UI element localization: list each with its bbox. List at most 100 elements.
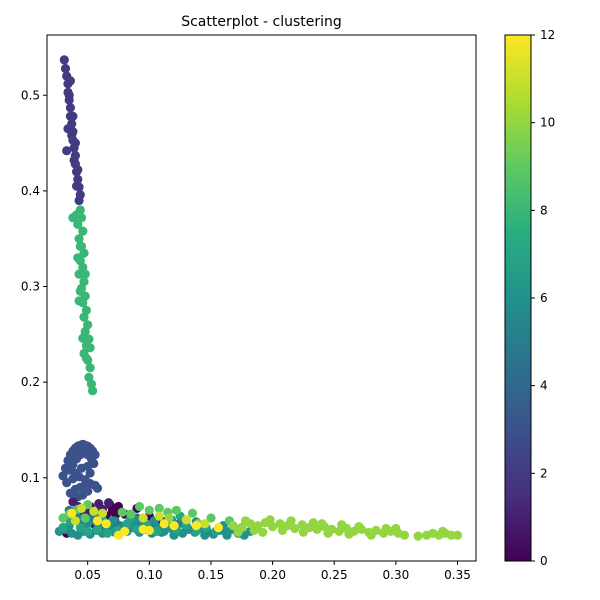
scatter-point [80, 269, 90, 279]
scatter-point [258, 527, 268, 537]
scatter-point [72, 181, 82, 191]
colorbar-tick-label: 10 [540, 116, 555, 130]
scatter-point [75, 286, 85, 296]
scatter-point [67, 508, 77, 518]
scatter-point [85, 343, 95, 353]
scatter-point [60, 63, 71, 74]
scatter-point [413, 531, 423, 541]
x-axis: 0.05 0.10 0.15 0.20 0.25 0.30 0.35 [74, 561, 471, 582]
colorbar-ticks: 0 2 4 6 8 10 12 [531, 28, 555, 568]
chart-title: Scatterplot - clustering [181, 14, 342, 30]
scatter-point [138, 513, 148, 523]
y-tick-label: 0.1 [21, 471, 40, 485]
colorbar-tick-label: 12 [540, 28, 555, 42]
scatter-point [452, 530, 463, 540]
scatter-point [187, 508, 198, 518]
scatter-point [249, 525, 259, 536]
scatter-point [85, 468, 95, 478]
scatter-point [78, 333, 88, 343]
scatter-point [297, 520, 307, 530]
scatter-point [73, 165, 83, 175]
scatter-point [290, 523, 300, 534]
scatter-point [144, 525, 154, 536]
scatter-point [233, 527, 243, 537]
colorbar-tick-label: 0 [540, 554, 548, 568]
scatter-points [54, 55, 463, 541]
scatter-point [200, 530, 210, 540]
colorbar-tick-label: 4 [540, 379, 548, 393]
scatter-point [323, 528, 333, 538]
scatter-point [213, 522, 223, 533]
scatter-point [73, 253, 83, 263]
scatter-point [67, 130, 77, 140]
scatter-point [399, 530, 410, 540]
scatter-point [286, 516, 296, 526]
scatter-point [59, 55, 69, 65]
scatter-point [69, 155, 79, 165]
scatter-point [344, 529, 354, 539]
scatter-point [73, 219, 83, 229]
cluster-12 [67, 508, 223, 540]
scatter-point [337, 520, 347, 530]
y-tick-label: 0.4 [21, 184, 40, 198]
scatter-point [78, 226, 88, 236]
scatter-point [83, 526, 93, 537]
scatter-point [68, 213, 78, 223]
scatter-point [222, 530, 232, 540]
scatter-point [58, 522, 68, 533]
scatter-point [120, 526, 130, 537]
scatter-point [97, 508, 108, 518]
colorbar [504, 34, 532, 562]
scatter-point [381, 523, 391, 534]
scatter-point [154, 511, 164, 521]
scatter-point [88, 386, 98, 396]
scatter-point [68, 111, 78, 121]
scatter-point [74, 234, 84, 244]
scatter-point [438, 526, 448, 537]
scatter-point [76, 503, 87, 513]
scatter-point [74, 296, 84, 306]
scatter-point [240, 516, 251, 526]
scatter-point [134, 501, 145, 512]
scatter-point [65, 103, 75, 113]
scatter-point [83, 486, 93, 496]
scatter-point [126, 509, 136, 519]
cluster-2 [59, 55, 85, 206]
scatter-point [63, 124, 73, 134]
cluster-9 [58, 500, 234, 526]
scatter-point [191, 521, 201, 531]
x-tick-label: 0.20 [259, 568, 286, 582]
scatter-point [159, 519, 169, 529]
x-tick-label: 0.35 [444, 568, 471, 582]
cluster-11 [70, 503, 210, 529]
scatter-point [92, 483, 103, 493]
scatter-point [62, 146, 72, 156]
scatter-point [317, 519, 327, 529]
scatter-point [228, 521, 238, 531]
colorbar-tick-label: 6 [540, 291, 548, 305]
scatter-point [64, 90, 74, 100]
scatter-point [169, 521, 179, 531]
scatter-point [94, 499, 104, 509]
scatter-point [354, 522, 364, 532]
scatter-point [298, 527, 308, 537]
scatter-point [92, 524, 103, 535]
scatter-point [79, 312, 89, 322]
y-tick-label: 0.5 [21, 88, 40, 102]
scatter-point [92, 516, 103, 526]
scatter-point [58, 471, 68, 481]
scatter-point [265, 515, 275, 525]
cluster-3 [58, 439, 103, 502]
scatter-point [200, 519, 210, 529]
plot-frame [46, 34, 477, 562]
scatter-point [70, 516, 80, 526]
cluster-10 [164, 513, 463, 541]
scatter-point [80, 513, 90, 523]
scatter-point [277, 525, 288, 536]
cluster-8 [68, 205, 98, 396]
scatter-point [89, 506, 99, 516]
scatter-point [104, 498, 114, 508]
colorbar-tick-label: 2 [540, 466, 548, 480]
scatter-point [391, 523, 401, 534]
scatter-point [154, 503, 164, 513]
